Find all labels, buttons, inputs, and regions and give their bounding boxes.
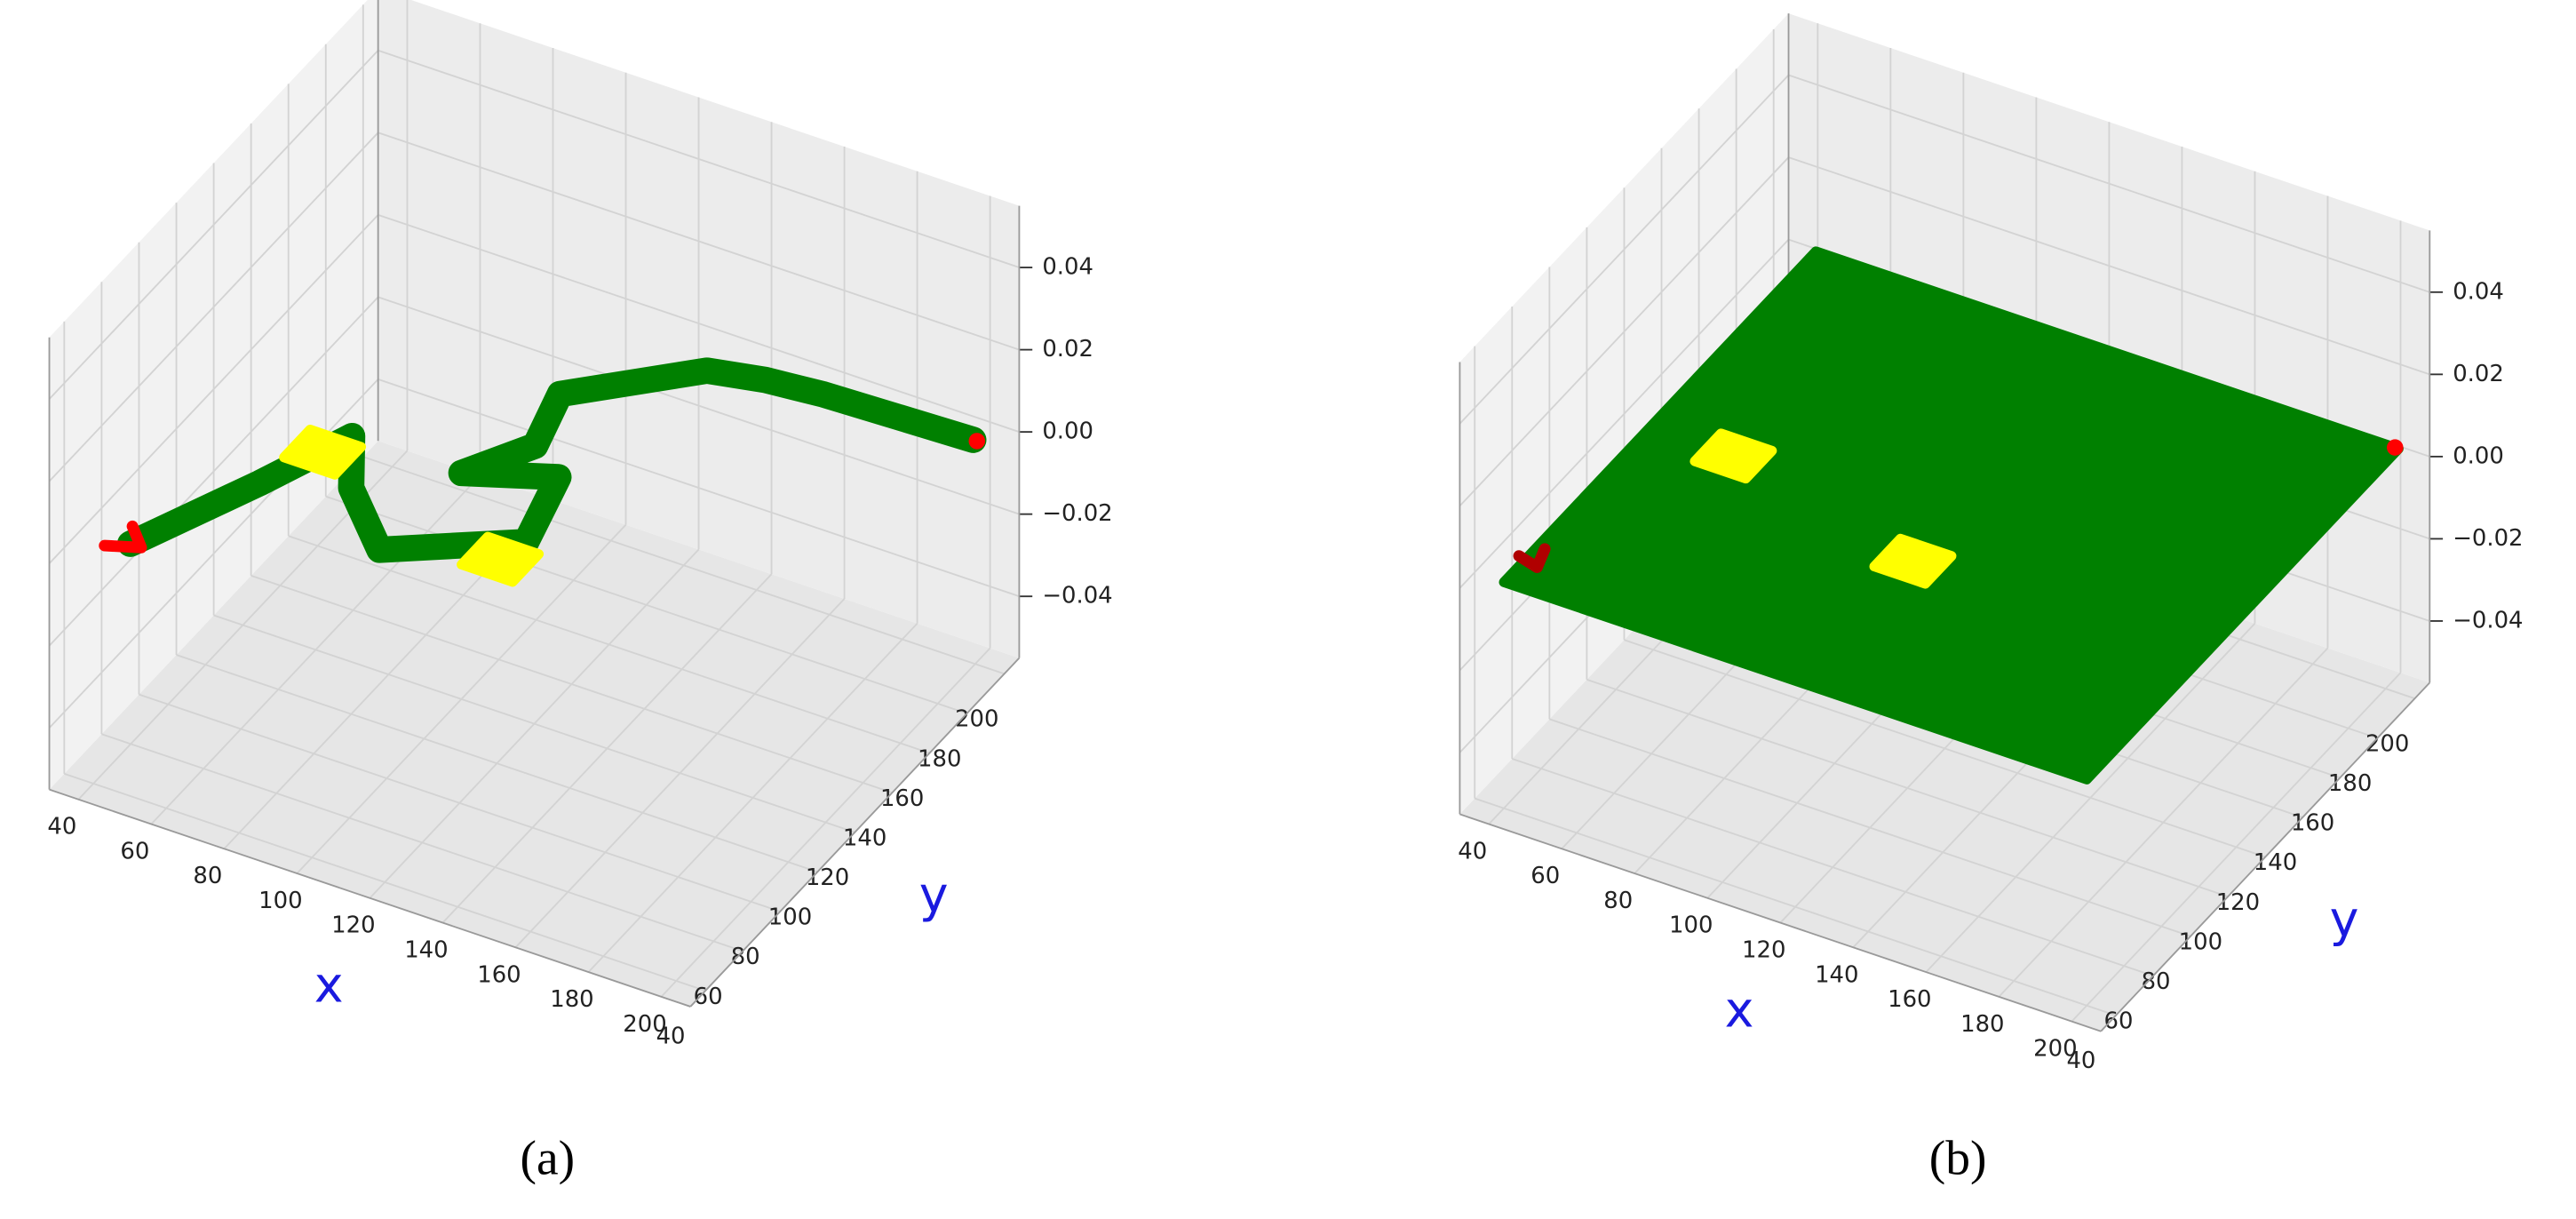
grid-line bbox=[213, 614, 855, 833]
area bbox=[457, 531, 545, 587]
x-tick-label: 160 bbox=[1888, 986, 1931, 1013]
x-tick-label: 100 bbox=[258, 888, 302, 914]
y-axis-label: y bbox=[919, 866, 949, 924]
grid-line bbox=[362, 456, 1005, 675]
x-tick-label: 120 bbox=[1742, 937, 1785, 964]
grid-line bbox=[1788, 156, 2430, 376]
y-tick-label: 40 bbox=[2066, 1048, 2095, 1074]
grid-line bbox=[250, 575, 893, 794]
z-tick-label: 0.02 bbox=[2453, 361, 2504, 387]
z-tick-label: 0.04 bbox=[1042, 254, 1093, 281]
x-tick-label: 160 bbox=[477, 961, 521, 988]
x-tick-label: 100 bbox=[1669, 912, 1713, 939]
trajectory bbox=[1513, 543, 1551, 573]
grid-line bbox=[48, 296, 379, 647]
caption: (b) bbox=[1929, 1131, 1987, 1185]
x-tick-label: 200 bbox=[623, 1011, 666, 1038]
caption: (a) bbox=[520, 1131, 575, 1185]
grid-line bbox=[378, 49, 1020, 268]
x-tick-label: 140 bbox=[1815, 961, 1858, 988]
grid-line bbox=[1549, 718, 2191, 937]
x-tick-label: 40 bbox=[47, 814, 76, 841]
x-tick-label: 180 bbox=[1960, 1011, 2004, 1038]
x-tick-label: 80 bbox=[1603, 888, 1633, 914]
area bbox=[1869, 533, 1957, 589]
y-tick-label: 40 bbox=[656, 1023, 686, 1049]
grid-line bbox=[1459, 74, 1790, 425]
x-tick-label: 200 bbox=[2033, 1036, 2077, 1063]
grid-line bbox=[176, 654, 818, 873]
grid-line bbox=[48, 50, 379, 400]
grid-line bbox=[378, 131, 1020, 351]
grid-line bbox=[288, 535, 930, 754]
z-tick-label: 0.00 bbox=[2453, 442, 2504, 469]
grid-line bbox=[1474, 797, 2117, 1016]
z-tick-label: 0.04 bbox=[2453, 278, 2504, 305]
panel: 4060801001201401601802004060801001201401… bbox=[1458, 13, 2524, 1185]
z-tick-label: −0.04 bbox=[2453, 607, 2523, 633]
grid-line bbox=[1586, 678, 2229, 897]
axis-line bbox=[689, 657, 1021, 1008]
x-tick-label: 80 bbox=[193, 863, 222, 889]
z-tick-label: −0.02 bbox=[2453, 525, 2523, 552]
axis-line bbox=[49, 788, 691, 1008]
z-tick-label: 0.00 bbox=[1042, 418, 1093, 445]
trajectory bbox=[99, 520, 147, 554]
x-axis-label: x bbox=[1725, 981, 1754, 1039]
grid-line bbox=[101, 733, 743, 952]
x-tick-label: 60 bbox=[120, 838, 149, 864]
grid-line bbox=[1788, 74, 2430, 293]
area bbox=[279, 425, 367, 480]
grid-line bbox=[1511, 758, 2154, 977]
x-tick-label: 140 bbox=[404, 937, 448, 964]
axis-line bbox=[1459, 813, 2102, 1032]
grid-line bbox=[1459, 238, 1790, 589]
point bbox=[2387, 439, 2404, 456]
grid-line bbox=[139, 693, 781, 912]
x-axis-label: x bbox=[314, 957, 344, 1015]
grid-line bbox=[378, 378, 1020, 598]
grid-line bbox=[1624, 639, 2266, 858]
grid-line bbox=[48, 131, 379, 482]
y-axis-label: y bbox=[2330, 891, 2359, 949]
grid-line bbox=[64, 772, 706, 992]
panel: 4060801001201401601802004060801001201401… bbox=[47, 0, 1113, 1185]
x-tick-label: 40 bbox=[1458, 838, 1487, 864]
x-tick-label: 60 bbox=[1530, 863, 1560, 889]
grid-line bbox=[1459, 156, 1790, 507]
axis-line bbox=[2100, 681, 2430, 1032]
grid-line bbox=[378, 213, 1020, 434]
z-tick-label: −0.04 bbox=[1042, 583, 1112, 610]
area bbox=[1690, 428, 1777, 484]
grid-line bbox=[378, 296, 1020, 515]
grid-line bbox=[325, 495, 967, 714]
z-tick-label: 0.02 bbox=[1042, 336, 1093, 363]
point bbox=[968, 433, 986, 450]
x-tick-label: 120 bbox=[331, 912, 375, 939]
grid-line bbox=[48, 214, 379, 564]
z-tick-label: −0.02 bbox=[1042, 500, 1112, 527]
x-tick-label: 180 bbox=[550, 986, 593, 1013]
